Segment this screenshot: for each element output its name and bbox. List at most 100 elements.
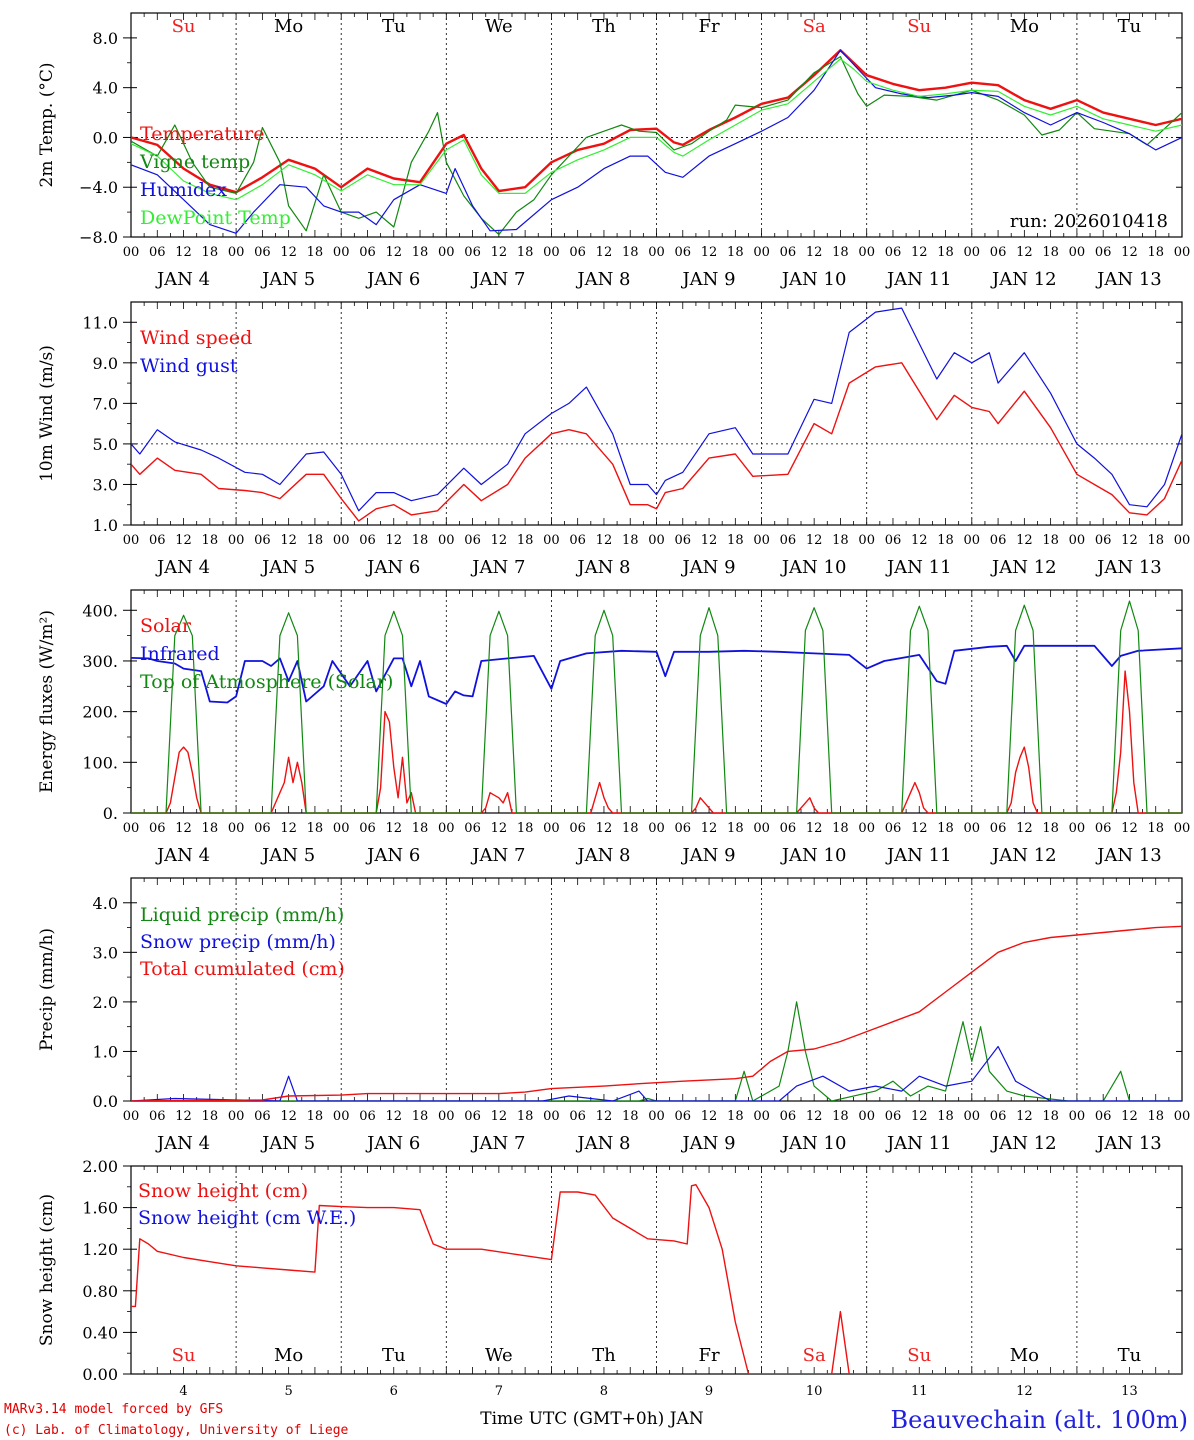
legend-entry: Total cumulated (cm) (140, 958, 345, 980)
hour-tick-label: 18 (727, 1109, 744, 1124)
series-line-total-cumulated-cm- (131, 925, 1182, 1101)
series-line-humidex (131, 49, 1182, 234)
y-axis-label: Snow height (cm) (37, 1194, 57, 1346)
hour-tick-label: 00 (123, 245, 140, 260)
y-tick-label: 2.00 (82, 1157, 118, 1176)
date-label: JAN 4 (155, 557, 210, 578)
series-line-snow-precip-mm-h- (131, 1045, 1182, 1101)
date-label: JAN 12 (990, 557, 1057, 578)
date-label: 11 (911, 1384, 928, 1399)
y-axis-label: 10m Wind (m/s) (37, 345, 57, 482)
date-label: JAN 7 (470, 1133, 525, 1154)
date-label: JAN 8 (575, 269, 630, 290)
legend-entry: DewPoint Temp (140, 207, 291, 229)
hour-tick-label: 12 (806, 821, 823, 836)
hour-tick-label: 00 (964, 1109, 981, 1124)
hour-tick-label: 12 (491, 1109, 508, 1124)
weekday-label: Fr (699, 16, 720, 37)
hour-tick-label: 00 (438, 821, 455, 836)
y-tick-label: 0.0 (93, 1092, 118, 1111)
hour-tick-label: 00 (333, 821, 350, 836)
credit-line-2: (c) Lab. of Climatology, University of L… (4, 1423, 349, 1438)
hour-tick-label: 12 (491, 245, 508, 260)
series-line-vigne-temp (131, 56, 1182, 236)
hour-tick-label: 06 (464, 533, 481, 548)
hour-tick-label: 18 (727, 245, 744, 260)
weekday-label: Mo (1010, 1345, 1039, 1366)
hour-tick-label: 18 (202, 533, 219, 548)
hour-tick-label: 06 (254, 533, 271, 548)
hour-tick-label: 12 (1016, 1109, 1033, 1124)
hour-tick-label: 00 (438, 533, 455, 548)
date-label: JAN 4 (155, 1133, 210, 1154)
hour-tick-label: 18 (202, 245, 219, 260)
y-tick-label: 11.0 (82, 313, 118, 332)
hour-tick-label: 00 (123, 533, 140, 548)
date-label: JAN 13 (1095, 845, 1162, 866)
y-tick-label: 1.20 (82, 1240, 118, 1259)
hour-tick-label: 18 (517, 821, 534, 836)
weekday-label: Mo (274, 16, 303, 37)
hour-tick-label: 18 (1147, 245, 1164, 260)
hour-tick-label: 06 (149, 1109, 166, 1124)
hour-tick-label: 18 (832, 821, 849, 836)
hour-tick-label: 00 (1174, 1109, 1191, 1124)
hour-tick-label: 12 (491, 533, 508, 548)
y-axis-label: Precip (mm/h) (37, 928, 57, 1051)
hour-tick-label: 00 (1174, 533, 1191, 548)
hour-tick-label: 00 (858, 245, 875, 260)
y-tick-label: 9.0 (93, 354, 118, 373)
hour-tick-label: 00 (543, 1109, 560, 1124)
hour-tick-label: 00 (1174, 821, 1191, 836)
series-line-wind-gust (131, 307, 1182, 512)
station-name: Beauvechain (alt. 100m) (890, 1406, 1188, 1434)
y-tick-label: 0.0 (93, 128, 118, 147)
hour-tick-label: 00 (648, 245, 665, 260)
hour-tick-label: 12 (280, 245, 297, 260)
hour-tick-label: 18 (1147, 1109, 1164, 1124)
hour-tick-label: 12 (701, 533, 718, 548)
legend-entry: Snow height (cm W.E.) (138, 1207, 356, 1229)
hour-tick-label: 12 (701, 245, 718, 260)
series-line-solar (131, 670, 1182, 813)
hour-tick-label: 00 (648, 1109, 665, 1124)
hour-tick-label: 18 (517, 245, 534, 260)
hour-tick-label: 12 (385, 245, 402, 260)
time-axis-label: Time UTC (GMT+0h) JAN (480, 1409, 704, 1429)
date-label: JAN 4 (155, 269, 210, 290)
hour-tick-label: 00 (228, 821, 245, 836)
hour-tick-label: 06 (359, 821, 376, 836)
y-tick-label: 1.60 (82, 1199, 118, 1218)
weekday-label: Sa (803, 16, 826, 37)
legend-entry: Wind gust (140, 355, 238, 377)
series-line-wind-speed (131, 362, 1182, 522)
hour-tick-label: 06 (359, 533, 376, 548)
y-tick-label: 1.0 (93, 1042, 118, 1061)
hour-tick-label: 18 (937, 245, 954, 260)
hour-tick-label: 06 (569, 533, 586, 548)
hour-tick-label: 12 (1121, 1109, 1138, 1124)
date-label: JAN 11 (885, 557, 952, 578)
hour-tick-label: 12 (385, 821, 402, 836)
weekday-label: We (485, 16, 513, 37)
legend-entry: Snow precip (mm/h) (140, 931, 336, 953)
legend-entry: Wind speed (140, 327, 252, 349)
date-label: JAN 6 (365, 845, 420, 866)
hour-tick-label: 18 (202, 1109, 219, 1124)
hour-tick-label: 06 (254, 245, 271, 260)
hour-tick-label: 06 (359, 245, 376, 260)
hour-tick-label: 12 (175, 1109, 192, 1124)
hour-tick-label: 00 (543, 533, 560, 548)
hour-tick-label: 06 (990, 1109, 1007, 1124)
hour-tick-label: 18 (1042, 821, 1059, 836)
hour-tick-label: 12 (596, 533, 613, 548)
hour-tick-label: 00 (123, 1109, 140, 1124)
y-tick-label: 0.40 (82, 1323, 118, 1342)
hour-tick-label: 12 (280, 1109, 297, 1124)
hour-tick-label: 00 (333, 245, 350, 260)
hour-tick-label: 06 (359, 1109, 376, 1124)
date-label: JAN 9 (680, 1133, 735, 1154)
date-label: JAN 8 (575, 557, 630, 578)
legend-entry: Infrared (140, 643, 220, 665)
